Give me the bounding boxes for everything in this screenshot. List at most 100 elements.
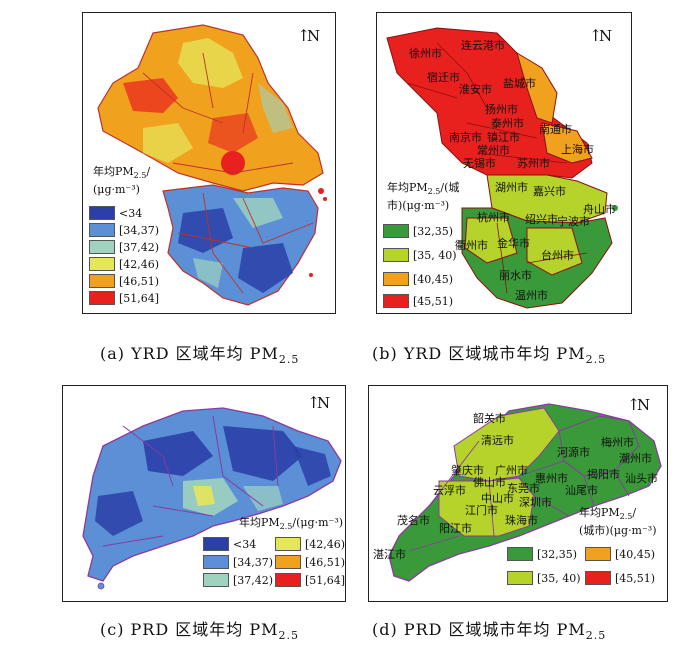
caption-sub: 2.5	[585, 353, 607, 367]
legend-swatch	[275, 555, 301, 569]
panel-c-prd-pm25-map: ↑N 年均PM2.5/(μg·m⁻³) <34 [34,37) [37,42) …	[62, 385, 346, 602]
city-label: 河源市	[557, 446, 590, 459]
city-label: 淮安市	[459, 83, 492, 96]
city-label: 韶关市	[473, 412, 506, 425]
prd-raster-map	[82, 407, 342, 590]
legend-title: 年均PM2.5/(城 市)(μg·m⁻³)	[387, 181, 459, 213]
legend-swatch	[89, 206, 115, 220]
legend-title-text: 年均PM	[579, 506, 620, 519]
city-label: 揭阳市	[587, 468, 620, 481]
legend-swatch	[89, 291, 115, 305]
city-label: 东莞市	[507, 482, 540, 495]
north-label: N	[307, 27, 321, 45]
legend-item: <34	[203, 536, 256, 552]
legend-swatch	[203, 537, 229, 551]
legend-swatch	[383, 248, 409, 262]
north-arrow: ↑N	[297, 27, 320, 45]
legend-item: [40,45)	[383, 271, 453, 287]
city-label: 徐州市	[409, 47, 442, 60]
legend-swatch	[275, 573, 301, 587]
city-label: 肇庆市	[451, 464, 484, 477]
legend-item: [51,64]	[89, 290, 159, 306]
caption-sub: 2.5	[278, 629, 299, 643]
legend-label: [45,51)	[615, 571, 656, 585]
city-label: 泰州市	[491, 117, 524, 130]
legend-label: [37,42)	[119, 240, 160, 254]
legend-item: [42,46)	[275, 536, 345, 552]
north-label: N	[317, 394, 331, 412]
legend-item: [32,35)	[507, 546, 577, 562]
legend-title-text: 年均PM	[387, 181, 428, 194]
city-label: 台州市	[541, 249, 574, 262]
city-label: 连云港市	[461, 39, 505, 52]
legend-item: [32,35)	[383, 223, 453, 239]
city-label: 衢州市	[455, 239, 488, 252]
legend-title-text: 年均PM	[93, 165, 134, 178]
north-arrow-icon: ↑	[589, 26, 603, 45]
legend-title: 年均PM2.5/(μg·m⁻³)	[239, 516, 343, 534]
north-arrow: ↑N	[307, 394, 330, 412]
legend-label: [34,37)	[119, 223, 160, 237]
caption-c: (c) PRD 区域年均 PM2.5	[100, 616, 299, 642]
city-label: 丽水市	[499, 269, 532, 282]
north-arrow-icon: ↑	[307, 393, 321, 412]
city-label: 清远市	[481, 434, 514, 447]
legend-label: [35, 40)	[537, 571, 581, 585]
legend-item: [35, 40)	[383, 247, 457, 263]
legend-swatch	[585, 571, 611, 585]
legend-label: [45,51)	[413, 294, 454, 308]
city-label: 汕尾市	[565, 484, 598, 497]
legend-title-sub: 2.5	[619, 512, 633, 522]
caption-sub: 2.5	[278, 353, 300, 367]
legend-item: [46,51)	[275, 554, 345, 570]
legend-item: [46,51)	[89, 273, 159, 289]
legend-title-units: (μg·m⁻³)	[93, 183, 140, 197]
legend-label: [35, 40)	[413, 248, 457, 262]
yrd-raster-map	[97, 24, 327, 306]
city-label: 佛山市	[473, 476, 506, 489]
legend-item: <34	[89, 205, 142, 221]
city-label: 广州市	[495, 464, 528, 477]
caption-d: (d) PRD 区域城市年均 PM2.5	[372, 616, 606, 642]
city-label: 宿迁市	[427, 71, 460, 84]
legend-title-tail: /	[632, 506, 637, 519]
legend-title-tail: /(城	[440, 181, 460, 194]
legend-swatch	[507, 547, 533, 561]
city-label: 苏州市	[517, 157, 550, 170]
city-label: 潮州市	[619, 452, 652, 465]
caption-sub: 2.5	[585, 629, 607, 643]
legend-label: [32,35)	[537, 547, 578, 561]
legend-swatch	[507, 571, 533, 585]
legend-label: [42,46)	[119, 257, 160, 271]
legend-title: 年均PM2.5/ (城市)(μg·m⁻³)	[579, 506, 657, 538]
panel-d-prd-city-map: ↑N 韶关市 清远市 梅州市 河源市 潮州市 肇庆市 广州市 惠州市 揭阳市 汕…	[368, 385, 668, 602]
city-label: 盐城市	[503, 77, 536, 90]
legend-item: [37,42)	[89, 239, 159, 255]
yrd-city-map	[386, 27, 618, 309]
legend-title: 年均PM2.5/ (μg·m⁻³)	[93, 165, 150, 197]
city-label: 中山市	[481, 492, 514, 505]
caption-a: (a) YRD 区域年均 PM2.5	[100, 340, 299, 366]
legend-title-tail: /(μg·m⁻³)	[292, 516, 344, 529]
legend-title-tail: /	[146, 165, 151, 178]
city-label: 茂名市	[397, 514, 430, 527]
city-label: 扬州市	[485, 103, 518, 116]
north-arrow: ↑N	[627, 396, 650, 414]
legend-title-sub: 2.5	[427, 187, 441, 197]
legend-item: [35, 40)	[507, 570, 581, 586]
legend-swatch	[203, 555, 229, 569]
legend-label: [42,46)	[305, 537, 346, 551]
city-label: 南通市	[539, 123, 572, 136]
city-label: 上海市	[561, 143, 594, 156]
legend-swatch	[585, 547, 611, 561]
legend-label: [37,42)	[233, 573, 274, 587]
legend-swatch	[89, 257, 115, 271]
legend-item: [34,37)	[89, 222, 159, 238]
city-label: 深圳市	[519, 496, 552, 509]
legend-swatch	[89, 240, 115, 254]
legend-swatch	[89, 274, 115, 288]
legend-item: [40,45)	[585, 546, 655, 562]
city-label: 常州市	[477, 144, 510, 157]
legend-label: [34,37)	[233, 555, 274, 569]
city-label: 湖州市	[495, 181, 528, 194]
